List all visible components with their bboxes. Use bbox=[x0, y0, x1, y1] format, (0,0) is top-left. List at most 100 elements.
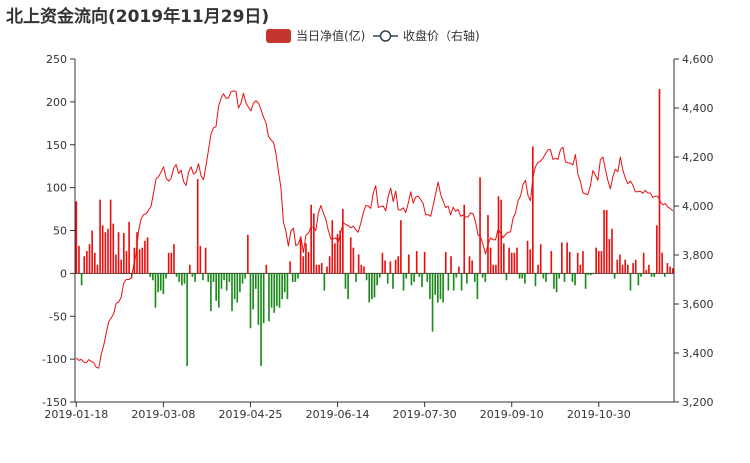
bar[interactable] bbox=[600, 251, 603, 274]
bar[interactable] bbox=[666, 263, 669, 274]
legend-line-swatch[interactable] bbox=[373, 30, 398, 42]
bar[interactable] bbox=[405, 273, 407, 279]
bar[interactable] bbox=[365, 273, 368, 281]
bar[interactable] bbox=[553, 273, 555, 289]
bar[interactable] bbox=[579, 264, 582, 274]
bar[interactable] bbox=[186, 273, 188, 366]
bar[interactable] bbox=[561, 242, 563, 274]
bar[interactable] bbox=[307, 251, 310, 274]
bar[interactable] bbox=[634, 259, 637, 274]
bar[interactable] bbox=[339, 230, 342, 274]
bar[interactable] bbox=[323, 273, 326, 291]
bar[interactable] bbox=[568, 251, 571, 274]
bar[interactable] bbox=[463, 204, 466, 274]
bar[interactable] bbox=[99, 199, 101, 274]
bar[interactable] bbox=[400, 220, 402, 274]
bar[interactable] bbox=[407, 254, 410, 274]
bar[interactable] bbox=[159, 273, 162, 291]
bar[interactable] bbox=[455, 273, 458, 278]
bar[interactable] bbox=[207, 273, 210, 282]
bar[interactable] bbox=[233, 273, 236, 300]
bar[interactable] bbox=[426, 273, 429, 282]
bar[interactable] bbox=[162, 273, 165, 294]
bar[interactable] bbox=[394, 259, 397, 274]
bar[interactable] bbox=[115, 254, 117, 274]
bar[interactable] bbox=[624, 259, 626, 274]
bar[interactable] bbox=[93, 252, 96, 274]
bar[interactable] bbox=[355, 273, 357, 282]
bar[interactable] bbox=[603, 209, 605, 274]
bar[interactable] bbox=[619, 254, 621, 274]
bar[interactable] bbox=[481, 273, 484, 278]
bar[interactable] bbox=[653, 273, 656, 277]
bar[interactable] bbox=[500, 199, 502, 274]
bar[interactable] bbox=[640, 273, 642, 277]
bar[interactable] bbox=[429, 273, 431, 300]
bar[interactable] bbox=[471, 260, 473, 274]
bar[interactable] bbox=[257, 273, 260, 325]
bar[interactable] bbox=[117, 232, 120, 274]
bar[interactable] bbox=[336, 233, 339, 274]
bar[interactable] bbox=[241, 273, 244, 284]
bar[interactable] bbox=[510, 252, 513, 274]
bar[interactable] bbox=[476, 273, 479, 300]
bar[interactable] bbox=[342, 209, 344, 274]
legend-bar-swatch[interactable] bbox=[266, 29, 291, 43]
bar[interactable] bbox=[434, 273, 437, 295]
bar[interactable] bbox=[315, 264, 318, 274]
bar[interactable] bbox=[80, 273, 83, 286]
bar[interactable] bbox=[273, 273, 276, 313]
bar[interactable] bbox=[621, 264, 624, 274]
bar[interactable] bbox=[175, 273, 178, 277]
bar[interactable] bbox=[431, 273, 434, 332]
bar[interactable] bbox=[513, 252, 516, 274]
bar[interactable] bbox=[228, 273, 231, 282]
bar[interactable] bbox=[413, 273, 415, 282]
bar[interactable] bbox=[202, 273, 204, 281]
bar[interactable] bbox=[502, 243, 505, 274]
bar[interactable] bbox=[302, 256, 305, 274]
bar[interactable] bbox=[381, 252, 384, 274]
bar[interactable] bbox=[437, 273, 439, 303]
bar[interactable] bbox=[278, 273, 281, 308]
bar[interactable] bbox=[334, 243, 336, 274]
bar[interactable] bbox=[299, 236, 302, 274]
bar[interactable] bbox=[231, 273, 233, 312]
bar[interactable] bbox=[149, 273, 152, 277]
bar[interactable] bbox=[537, 264, 539, 274]
bar[interactable] bbox=[392, 273, 394, 289]
bar[interactable] bbox=[215, 273, 217, 301]
bar[interactable] bbox=[518, 273, 521, 279]
bar[interactable] bbox=[473, 273, 476, 282]
bar[interactable] bbox=[276, 273, 278, 306]
bar[interactable] bbox=[468, 256, 471, 274]
bar[interactable] bbox=[576, 252, 579, 274]
bar[interactable] bbox=[138, 249, 141, 274]
bar[interactable] bbox=[196, 179, 199, 274]
bar[interactable] bbox=[582, 251, 584, 274]
bar[interactable] bbox=[637, 273, 640, 286]
bar[interactable] bbox=[418, 273, 421, 277]
bar[interactable] bbox=[247, 234, 249, 274]
bar[interactable] bbox=[236, 273, 239, 303]
bar[interactable] bbox=[545, 273, 547, 282]
bar[interactable] bbox=[157, 273, 159, 293]
bar[interactable] bbox=[571, 273, 574, 282]
bar[interactable] bbox=[225, 273, 228, 291]
bar[interactable] bbox=[444, 251, 447, 274]
bar[interactable] bbox=[310, 204, 312, 274]
bar[interactable] bbox=[86, 251, 88, 274]
bar[interactable] bbox=[281, 273, 283, 300]
bar[interactable] bbox=[194, 273, 196, 282]
bar[interactable] bbox=[439, 273, 442, 300]
bar[interactable] bbox=[521, 273, 524, 279]
bar[interactable] bbox=[574, 273, 576, 286]
bar[interactable] bbox=[260, 273, 262, 366]
bar[interactable] bbox=[223, 273, 225, 281]
bar[interactable] bbox=[497, 196, 500, 274]
bar[interactable] bbox=[268, 273, 270, 322]
bar[interactable] bbox=[199, 245, 202, 274]
bar[interactable] bbox=[508, 247, 510, 274]
bar[interactable] bbox=[123, 233, 125, 274]
bar[interactable] bbox=[357, 254, 360, 274]
